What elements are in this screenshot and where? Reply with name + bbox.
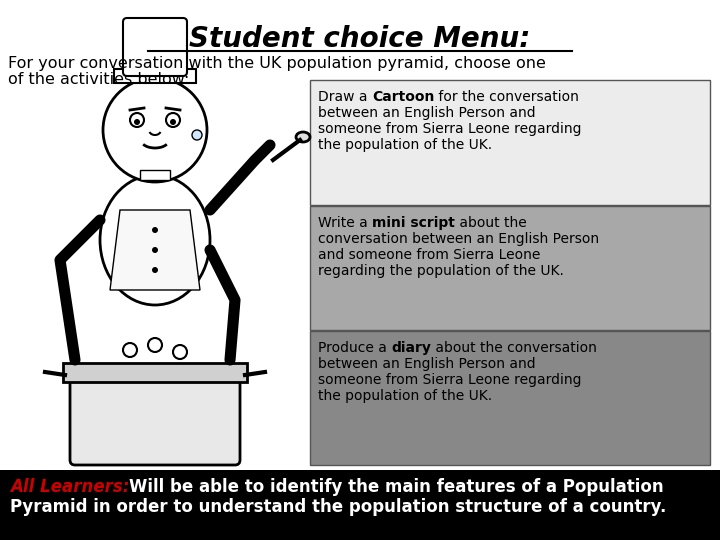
Text: the population of the UK.: the population of the UK. xyxy=(318,138,492,152)
FancyBboxPatch shape xyxy=(114,69,196,83)
Text: and someone from Sierra Leone: and someone from Sierra Leone xyxy=(318,248,541,262)
Text: Student choice Menu:: Student choice Menu: xyxy=(189,25,531,53)
Circle shape xyxy=(170,119,176,125)
Text: mini script: mini script xyxy=(372,216,455,230)
Text: Will be able to identify the main features of a Population: Will be able to identify the main featur… xyxy=(130,478,664,496)
Circle shape xyxy=(130,113,144,127)
Circle shape xyxy=(173,345,187,359)
Text: about the conversation: about the conversation xyxy=(431,341,597,355)
FancyBboxPatch shape xyxy=(140,170,170,180)
Circle shape xyxy=(148,338,162,352)
Polygon shape xyxy=(110,210,200,290)
Circle shape xyxy=(152,247,158,253)
Ellipse shape xyxy=(100,175,210,305)
Text: All Learners:: All Learners: xyxy=(10,478,130,496)
FancyBboxPatch shape xyxy=(123,18,187,76)
FancyBboxPatch shape xyxy=(63,363,247,382)
Circle shape xyxy=(123,343,137,357)
FancyBboxPatch shape xyxy=(70,370,240,465)
Text: Produce a: Produce a xyxy=(318,341,391,355)
Text: the population of the UK.: the population of the UK. xyxy=(318,389,492,403)
Text: between an English Person and: between an English Person and xyxy=(318,357,536,371)
Text: diary: diary xyxy=(391,341,431,355)
Text: Cartoon: Cartoon xyxy=(372,90,434,104)
Circle shape xyxy=(166,113,180,127)
Ellipse shape xyxy=(296,132,310,142)
Text: regarding the population of the UK.: regarding the population of the UK. xyxy=(318,264,564,278)
Text: someone from Sierra Leone regarding: someone from Sierra Leone regarding xyxy=(318,122,582,136)
Text: Write a: Write a xyxy=(318,216,372,230)
Text: Pyramid in order to understand the population structure of a country.: Pyramid in order to understand the popul… xyxy=(10,498,667,516)
Text: conversation between an English Person: conversation between an English Person xyxy=(318,232,599,246)
FancyBboxPatch shape xyxy=(0,470,720,540)
FancyBboxPatch shape xyxy=(310,80,710,205)
Text: For your conversation with the UK population pyramid, choose one: For your conversation with the UK popula… xyxy=(8,56,546,71)
Text: for the conversation: for the conversation xyxy=(434,90,579,104)
Circle shape xyxy=(192,130,202,140)
Circle shape xyxy=(152,227,158,233)
Text: someone from Sierra Leone regarding: someone from Sierra Leone regarding xyxy=(318,373,582,387)
Circle shape xyxy=(134,119,140,125)
Text: Draw a: Draw a xyxy=(318,90,372,104)
Circle shape xyxy=(103,78,207,182)
FancyBboxPatch shape xyxy=(310,331,710,465)
Text: of the activities below:: of the activities below: xyxy=(8,72,189,87)
Circle shape xyxy=(152,267,158,273)
Text: between an English Person and: between an English Person and xyxy=(318,106,536,120)
Text: about the: about the xyxy=(455,216,527,230)
FancyBboxPatch shape xyxy=(310,206,710,330)
